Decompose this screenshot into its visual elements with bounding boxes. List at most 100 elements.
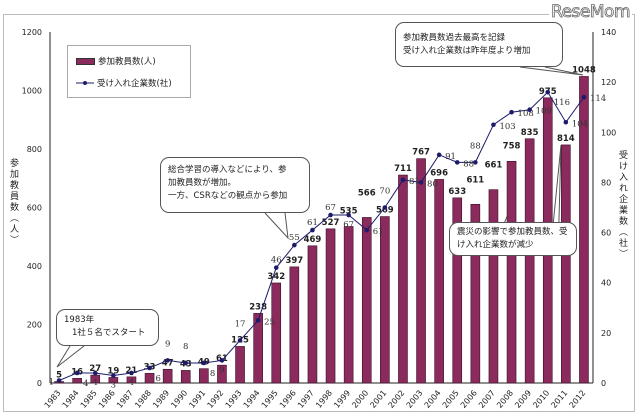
left-tick-label: 600 [27, 204, 42, 213]
line-value-label: 104 [572, 119, 588, 129]
line-point [219, 358, 225, 363]
x-tick-label: 2012 [568, 389, 588, 410]
line-value-label: 109 [536, 107, 552, 117]
bar [434, 179, 444, 384]
bar [361, 217, 372, 384]
x-tick-label: 2011 [549, 389, 569, 410]
bar [524, 138, 535, 384]
x-tick-label: 1984 [61, 389, 81, 410]
legend-line-swatch [76, 81, 94, 85]
annotation-text: 加教員数が増加。 [168, 178, 237, 188]
bar-value-label: 397 [285, 256, 303, 266]
line-value-label: 8 [183, 342, 188, 352]
bar [488, 189, 499, 384]
bar [289, 266, 300, 384]
line-point [527, 107, 532, 113]
bar-value-label: 535 [340, 207, 358, 217]
x-tick-label: 1990 [169, 389, 189, 410]
line-value-label: 9 [219, 365, 224, 375]
annotation-text: 1社５名でスタート [72, 328, 146, 338]
left-tick-label: 200 [27, 321, 42, 330]
line-value-label: 88 [470, 141, 481, 151]
x-tick-label: 1993 [224, 389, 244, 410]
x-tick-label: 2001 [368, 389, 388, 410]
line-point [74, 370, 80, 376]
left-tick-label: 1200 [22, 28, 42, 37]
line-point [328, 212, 333, 218]
left-axis-title: 参加教員数（人） [8, 158, 18, 246]
bar-value-label: 5 [56, 371, 62, 381]
bar-value-label: 469 [304, 235, 322, 245]
right-axis-title: 受け入れ企業数（社） [617, 150, 627, 260]
line-point [183, 360, 189, 366]
bar-value-label: 47 [162, 358, 174, 368]
line-value-label: 61 [373, 227, 384, 237]
legend-bar-swatch [76, 57, 95, 65]
bar-value-label: 767 [412, 148, 430, 158]
line-point [292, 242, 297, 248]
line-value-label: 4 [93, 378, 98, 388]
annotation-earthquake: 震災の影響で参加教員数、受 け入れ企業数が減少 [449, 222, 577, 256]
line-value-label: 108 [518, 109, 534, 119]
x-tick-label: 2004 [423, 389, 443, 410]
bar-value-label: 342 [267, 272, 285, 282]
x-tick-label: 1992 [206, 389, 226, 410]
line-value-label: 46 [271, 256, 282, 266]
line-value-label: 25 [264, 317, 275, 327]
line-value-label: 103 [499, 122, 515, 132]
callout-pointer [56, 345, 85, 368]
line-value-label: 1 [49, 377, 54, 387]
line-point [491, 122, 496, 128]
left-tick-label: 1000 [22, 87, 42, 96]
line-value-label: 80 [427, 179, 438, 189]
bar-value-label: 1048 [572, 65, 596, 75]
bar-value-label: 527 [322, 218, 340, 228]
line-value-label: 8 [210, 369, 215, 379]
annotation-text: け入れ企業数が減少 [457, 240, 534, 250]
bar [561, 144, 571, 384]
x-tick-label: 1986 [97, 389, 117, 410]
line-point [237, 338, 243, 343]
resemom-logo: ReseMom [549, 2, 632, 22]
line-point [436, 152, 442, 158]
line-value-label: 70 [379, 187, 390, 197]
line-value-label: 114 [590, 94, 606, 104]
line-value-label: 61 [307, 218, 318, 228]
bar [72, 378, 82, 384]
right-tick-label: 140 [601, 28, 616, 37]
line-point [273, 265, 279, 270]
bar-value-label: 238 [249, 302, 267, 312]
bar [271, 282, 282, 384]
line-point [147, 365, 152, 371]
line-value-label: 4 [129, 378, 134, 388]
bar [217, 364, 227, 384]
x-tick-label: 2007 [477, 389, 497, 410]
line-point [581, 94, 587, 100]
company-line [58, 91, 585, 381]
line-point [129, 370, 134, 376]
bar [452, 197, 463, 384]
line-point [310, 227, 315, 233]
line-point [400, 177, 406, 183]
x-tick-label: 2009 [513, 389, 533, 410]
line-value-label: 9 [165, 339, 170, 349]
legend-label: 受け入れ企業数(社) [97, 79, 172, 89]
line-value-label: 4 [83, 379, 88, 389]
right-tick-label: 60 [601, 229, 611, 238]
x-tick-label: 1989 [151, 389, 171, 410]
line-value-label: 3 [111, 380, 116, 390]
bar-value-label: 19 [107, 366, 119, 376]
x-tick-label: 2008 [495, 389, 515, 410]
line-value-label: 116 [554, 98, 570, 108]
bar-value-label: 566 [358, 188, 376, 198]
line-point [56, 378, 62, 383]
right-tick-label: 20 [601, 329, 611, 338]
annotation-1983: 1983年 1社５名でスタート [56, 309, 159, 346]
line-value-label: 91 [445, 152, 456, 162]
annotation-text: 参加教員数過去最高を記録 [403, 33, 506, 43]
x-tick-label: 1983 [43, 389, 63, 410]
bar [144, 373, 155, 384]
x-tick-label: 1996 [278, 389, 298, 410]
left-tick-label: 400 [27, 262, 42, 271]
annotation-text: 一方、CSRなどの観点から参加 [168, 191, 288, 201]
